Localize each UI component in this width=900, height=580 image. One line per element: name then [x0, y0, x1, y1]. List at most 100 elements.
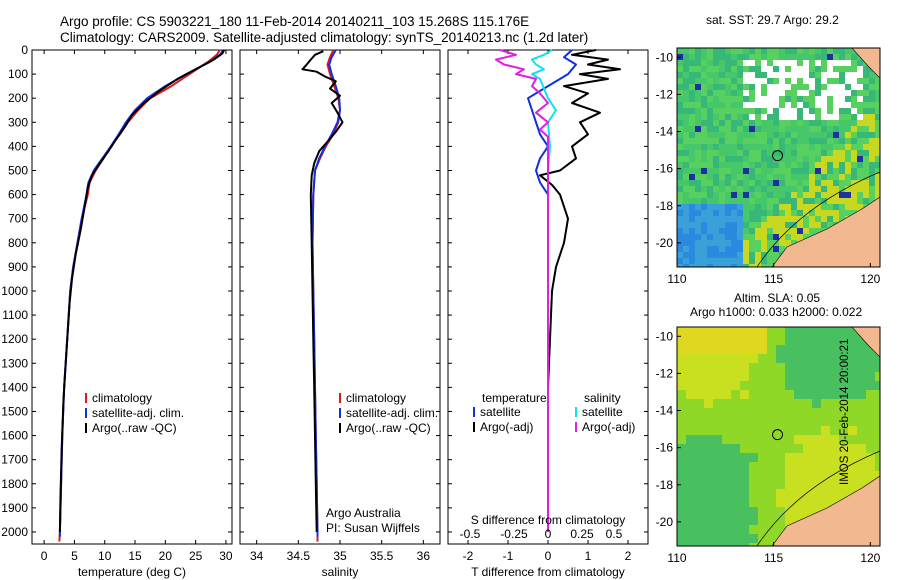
x-tick-label-temperature: 15: [128, 549, 142, 563]
title-line-1: Argo profile: CS 5903221_180 11-Feb-2014…: [60, 14, 530, 29]
map2-title: Altim. SLA: 0.05: [734, 291, 821, 305]
argo-position-marker: [772, 150, 784, 162]
x-tick-label-difference: 0: [545, 549, 552, 563]
map-y-tick-label: -12: [656, 366, 674, 380]
x-tick-label-difference: -2: [463, 549, 474, 563]
map-x-tick-label: 115: [764, 272, 783, 286]
y-tick-label: 100: [8, 67, 28, 81]
x-tick-label-temperature: 0: [41, 549, 48, 563]
map-y-tick-label: -10: [656, 329, 674, 343]
map-x-tick-label: 110: [667, 272, 686, 286]
x-tick-label-salinity: 35.5: [370, 549, 394, 563]
map-y-tick-label: -14: [656, 404, 674, 418]
legend-entry: Argo(-adj): [480, 420, 533, 434]
x-tick-label-salinity: 36: [417, 549, 431, 563]
map2-subtitle: Argo h1000: 0.033 h2000: 0.022: [690, 305, 863, 319]
legend-title-salinity: salinity: [584, 391, 621, 405]
x-tick-label-difference: -1: [503, 549, 514, 563]
x-tick-label-difference: 1: [585, 549, 592, 563]
x-tick-label-temperature: 5: [71, 549, 78, 563]
x-axis-label-temperature: temperature (deg C): [78, 565, 186, 579]
series-line-satellite-adj-clim-: [311, 49, 341, 537]
map-frame-sla_map: [676, 326, 881, 547]
map-sla_map: [676, 326, 881, 547]
y-tick-label: 1600: [1, 429, 28, 443]
map-field-sla_map: [677, 327, 880, 546]
y-tick-label: 1000: [1, 284, 28, 298]
y-tick-label: 900: [8, 260, 28, 274]
y-tick-label: 1400: [1, 380, 28, 394]
map-y-tick-label: -20: [656, 515, 674, 529]
land-australia: [771, 475, 880, 546]
map-x-tick-label: 120: [860, 272, 880, 286]
legend-entry: satellite-adj. clim.: [92, 406, 184, 420]
y-tick-label: 1200: [1, 332, 28, 346]
map-y-tick-label: -12: [656, 87, 674, 101]
y-tick-label: 200: [8, 91, 28, 105]
panel-frame-temperature: [31, 49, 233, 545]
map-y-tick-label: -16: [656, 441, 674, 455]
series-line-satellite-adj-clim-: [58, 49, 225, 537]
x-tick-label-s-difference: 0.5: [606, 527, 623, 541]
x-tick-label-temperature: 10: [98, 549, 112, 563]
map-x-tick-label: 115: [764, 551, 783, 565]
legend-entry: satellite-adj. clim.: [346, 406, 438, 420]
y-tick-label: 600: [8, 188, 28, 202]
legend-entry: climatology: [346, 391, 406, 405]
y-tick-label: 1800: [1, 477, 28, 491]
y-tick-label: 1700: [1, 453, 28, 467]
series-line-temperature-argo-adj-: [539, 49, 621, 532]
land-north: [851, 327, 880, 358]
series-line-climatology: [58, 49, 221, 542]
series-line-salinity-argo-adj-: [495, 49, 549, 532]
y-tick-label: 300: [8, 115, 28, 129]
map-y-tick-label: -18: [656, 199, 674, 213]
y-tick-label: 1500: [1, 404, 28, 418]
x-axis-label-difference: T difference from climatology: [471, 565, 625, 579]
bathymetry-contour: [756, 450, 880, 546]
legend-entry: satellite: [480, 405, 521, 419]
annotation-pi: PI: Susan Wijffels: [326, 521, 420, 535]
y-tick-label: 2000: [1, 525, 28, 539]
map-x-tick-label: 120: [860, 551, 880, 565]
map-x-tick-label: 110: [667, 551, 686, 565]
y-tick-label: 700: [8, 212, 28, 226]
timestamp-stamp: IMOS 20-Feb-2014 20:00:21: [839, 338, 851, 485]
y-tick-label: 400: [8, 139, 28, 153]
x-tick-label-difference: 2: [625, 549, 632, 563]
x-tick-label-s-difference: 0.25: [570, 527, 594, 541]
legend-entry: Argo(..raw -QC): [92, 421, 177, 435]
y-tick-label: 1300: [1, 356, 28, 370]
bathymetry-contour: [756, 171, 880, 267]
x-tick-label-temperature: 20: [159, 549, 173, 563]
legend-entry: Argo(..raw -QC): [346, 421, 431, 435]
map-y-tick-label: -18: [656, 478, 674, 492]
map-y-tick-label: -16: [656, 162, 674, 176]
x-tick-label-s-difference: 0: [545, 527, 552, 541]
y-tick-label: 1900: [1, 501, 28, 515]
panel-frame-salinity: [239, 49, 441, 545]
y-tick-label: 0: [21, 43, 28, 57]
y-tick-label: 800: [8, 236, 28, 250]
y-tick-label: 1100: [2, 308, 28, 322]
series-line-argo-raw-qc-: [58, 49, 225, 533]
map1-title: sat. SST: 29.7 Argo: 29.2: [706, 13, 839, 27]
annotation-argo-australia: Argo Australia: [326, 506, 401, 520]
series-line-argo-raw-qc-: [301, 50, 344, 533]
x-tick-label-temperature: 30: [219, 549, 233, 563]
x-tick-label-s-difference: -0.25: [500, 527, 528, 541]
map-frame-sst_map: [676, 47, 881, 268]
legend-entry: satellite: [582, 405, 623, 419]
map-field-sst_map: [677, 48, 880, 267]
land-australia: [771, 196, 880, 267]
map-y-tick-label: -10: [656, 50, 674, 64]
series-line-temperature-satellite: [527, 49, 577, 532]
x-tick-label-s-difference: -0.5: [460, 527, 481, 541]
land-north: [851, 48, 880, 79]
argo-position-marker: [772, 429, 784, 441]
x-tick-label-salinity: 34: [250, 549, 264, 563]
y-tick-label: 500: [8, 163, 28, 177]
x-tick-label-temperature: 25: [189, 549, 203, 563]
map-y-tick-label: -20: [656, 236, 674, 250]
